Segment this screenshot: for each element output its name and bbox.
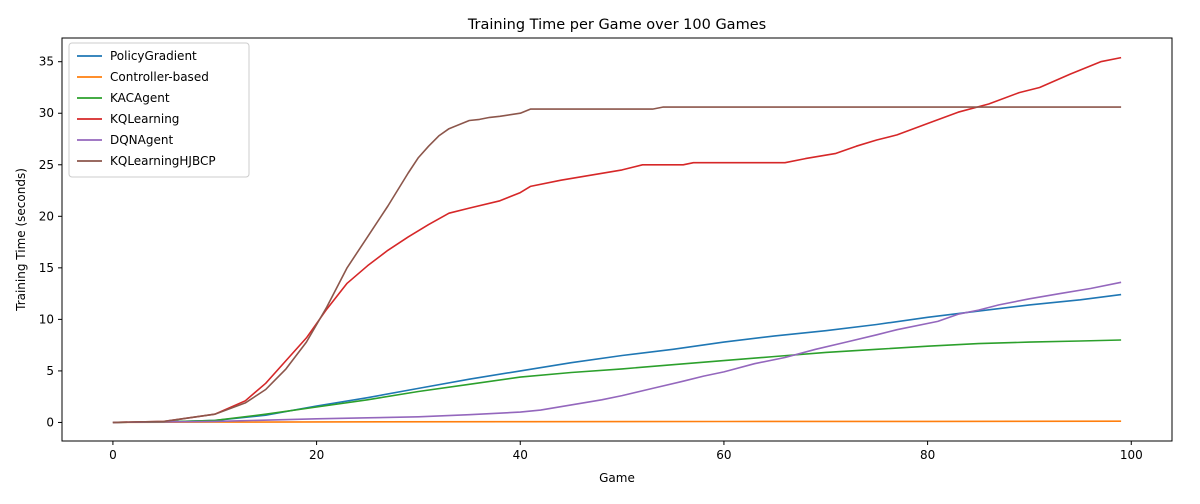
legend-label: KQLearning: [110, 112, 179, 126]
y-tick-label: 10: [39, 312, 54, 326]
y-tick-label: 25: [39, 158, 54, 172]
legend: PolicyGradient Controller-based KACAgent KQ…: [68, 42, 250, 178]
series-line-controller-based: [112, 420, 1122, 424]
legend-label: KQLearningHJBCP: [110, 154, 216, 168]
axis-ticks: 0 20 40 60 80 100 0 5 10 15 20 25 30 35: [39, 55, 1143, 462]
y-tick-label: 0: [46, 415, 54, 429]
series-line-kqlearninghjbcp: [112, 106, 1122, 424]
plot-frame: [61, 37, 1173, 442]
legend-label: PolicyGradient: [110, 49, 197, 63]
legend-box: [68, 42, 250, 178]
series-line-kacagent: [112, 339, 1122, 424]
y-axis-label: Training Time (seconds): [14, 168, 28, 312]
legend-label: KACAgent: [110, 91, 170, 105]
x-tick-label: 80: [920, 448, 935, 462]
series-line-dqnagent: [112, 281, 1122, 424]
y-tick-label: 20: [39, 209, 54, 223]
legend-label: Controller-based: [110, 70, 209, 84]
x-tick-label: 100: [1120, 448, 1143, 462]
chart-title: Training Time per Game over 100 Games: [467, 17, 766, 33]
legend-label: DQNAgent: [110, 133, 173, 147]
y-tick-label: 5: [46, 364, 54, 378]
y-tick-label: 15: [39, 261, 54, 275]
x-tick-label: 60: [716, 448, 731, 462]
y-tick-label: 35: [39, 55, 54, 69]
x-tick-label: 40: [513, 448, 528, 462]
series-line-policygradient: [112, 293, 1122, 424]
series-lines: [112, 56, 1122, 424]
series-line-kqlearning: [112, 56, 1122, 424]
y-tick-label: 30: [39, 106, 54, 120]
x-tick-label: 20: [309, 448, 324, 462]
x-tick-label: 0: [109, 448, 117, 462]
x-axis-label: Game: [599, 471, 635, 485]
